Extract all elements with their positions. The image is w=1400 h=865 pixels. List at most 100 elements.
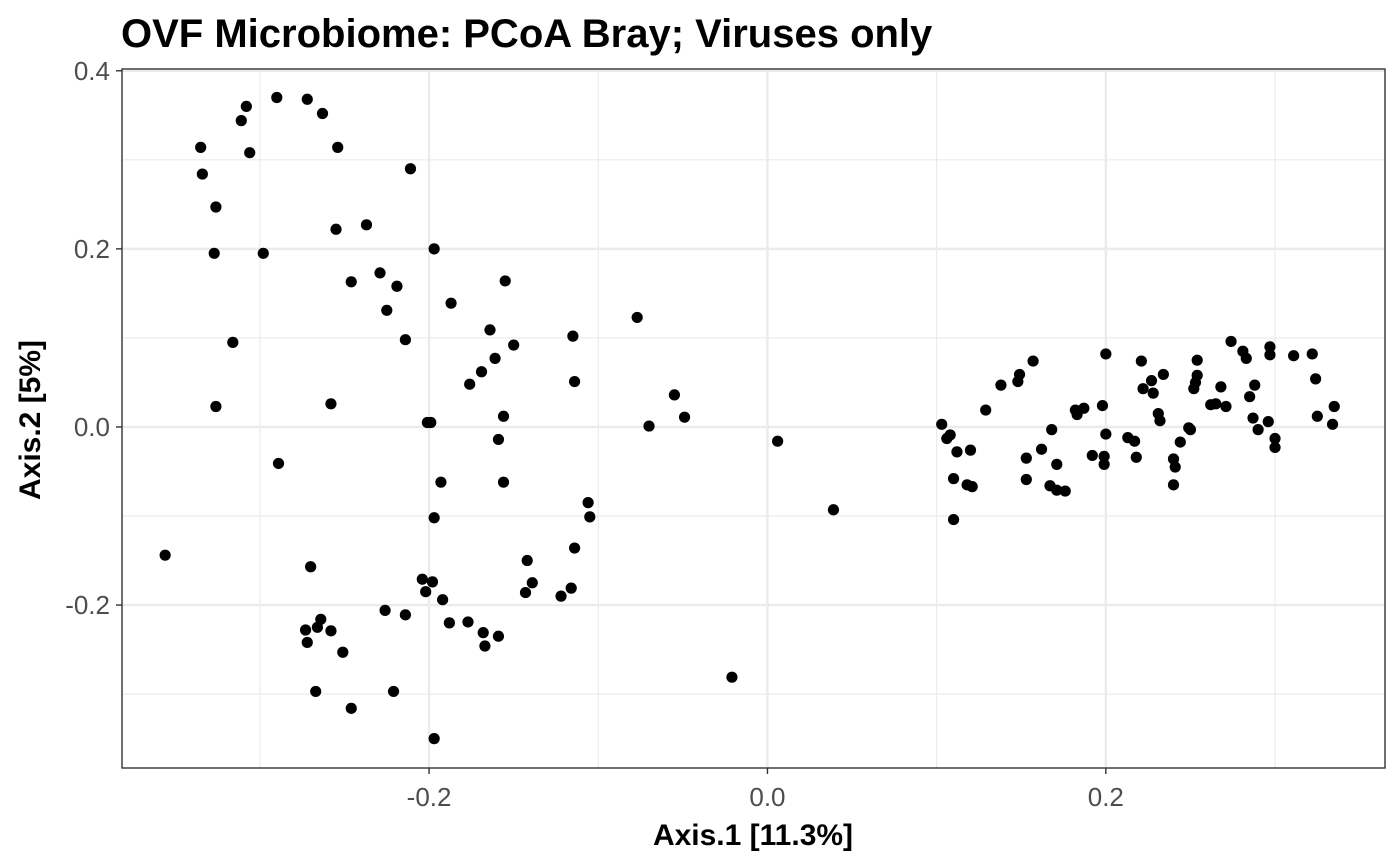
data-point [1046, 424, 1058, 436]
data-point [947, 513, 960, 526]
data-point [428, 512, 440, 524]
data-point [332, 141, 344, 153]
data-point [1086, 449, 1098, 462]
data-point [1328, 400, 1340, 413]
data-point [497, 410, 510, 422]
data-point [1013, 368, 1026, 381]
data-point [337, 646, 349, 658]
data-point [1249, 379, 1261, 391]
data-point [1210, 398, 1222, 410]
data-point [379, 604, 391, 616]
x-tick-label: 0.2 [1088, 782, 1124, 812]
data-point [477, 627, 489, 639]
data-point [499, 275, 511, 287]
data-point [1311, 410, 1323, 422]
data-point [1137, 383, 1149, 395]
data-point [240, 100, 252, 112]
data-point [425, 416, 437, 429]
data-point [1098, 450, 1110, 462]
data-point [381, 304, 393, 316]
data-point [631, 311, 643, 324]
data-point [827, 504, 840, 516]
data-point [1059, 485, 1071, 497]
data-point [345, 702, 357, 714]
y-tick-label: 0.2 [74, 234, 110, 264]
data-point [325, 625, 337, 637]
data-point [1244, 391, 1256, 403]
data-point [565, 582, 577, 594]
x-axis-ticks: -0.2 0.0 0.2 [407, 768, 1124, 812]
data-point [301, 93, 313, 105]
data-point [443, 617, 455, 629]
data-point [1288, 350, 1300, 362]
data-point [195, 141, 207, 153]
data-point [1100, 348, 1112, 360]
data-point [428, 733, 440, 745]
data-point [1240, 352, 1252, 364]
data-point [726, 671, 738, 683]
data-point [399, 334, 411, 346]
data-point [404, 163, 417, 175]
data-point [1157, 368, 1169, 381]
data-point [475, 366, 488, 378]
data-point [1130, 451, 1142, 463]
data-point [936, 418, 948, 430]
data-point [301, 636, 313, 649]
data-point [508, 339, 520, 351]
data-point [311, 621, 324, 633]
data-point [1096, 399, 1109, 412]
data-point [966, 481, 978, 493]
data-point [325, 398, 337, 410]
data-point [1035, 443, 1048, 455]
data-point [484, 324, 496, 336]
data-point [947, 473, 960, 485]
data-point [519, 586, 532, 599]
data-point [1264, 349, 1276, 361]
data-point [257, 247, 269, 259]
data-point [1154, 415, 1166, 427]
data-point [497, 476, 510, 488]
data-point [1220, 400, 1232, 413]
data-point [668, 389, 681, 401]
data-point [1184, 424, 1197, 436]
data-point [399, 609, 411, 621]
data-point [521, 554, 533, 567]
data-point [1252, 424, 1264, 436]
data-point [479, 640, 491, 652]
data-point [1167, 479, 1180, 491]
data-point [1269, 432, 1281, 445]
data-point [208, 247, 220, 259]
data-point [1020, 452, 1032, 464]
data-point [1027, 355, 1039, 367]
data-point [360, 219, 373, 231]
data-point [951, 446, 963, 458]
y-tick-label: 0.0 [74, 412, 110, 442]
data-point [235, 115, 247, 127]
data-point [772, 435, 784, 447]
data-point [420, 586, 432, 598]
data-point [1215, 381, 1227, 393]
data-point [271, 91, 283, 104]
data-point [1306, 348, 1318, 360]
data-points [159, 91, 1340, 745]
data-point [492, 433, 505, 446]
data-point [1225, 335, 1237, 348]
x-tick-label: -0.2 [407, 782, 452, 812]
data-point [489, 352, 501, 364]
data-point [1174, 436, 1186, 448]
y-tick-label: -0.2 [65, 590, 110, 620]
y-axis-title: Axis.2 [5%] [14, 340, 47, 500]
data-point [210, 201, 222, 213]
panel-border [121, 68, 1386, 769]
data-point [1128, 435, 1141, 447]
x-tick-label: 0.0 [749, 782, 785, 812]
data-point [445, 297, 457, 309]
data-point [159, 549, 171, 561]
data-point [387, 685, 400, 698]
data-point [643, 420, 655, 432]
data-point [1135, 355, 1147, 367]
data-point [305, 561, 317, 573]
data-point [1191, 354, 1203, 366]
